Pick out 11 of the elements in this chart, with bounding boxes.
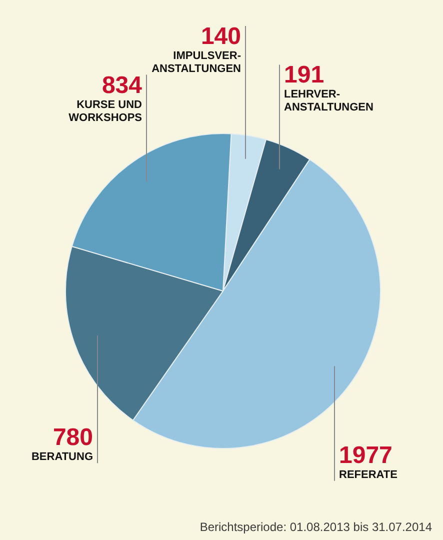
slice-label: KURSE UND WORKSHOPS (68, 98, 142, 124)
text: Berichtsperiode: 01.08.2013 bis 31.07.2014 (200, 520, 432, 534)
data-label: 1977 (339, 442, 392, 469)
slice-label: IMPULSVER-ANSTALTUNGEN (152, 50, 242, 76)
data-label: 780 (52, 424, 93, 452)
data-label: 191 (284, 62, 324, 89)
data-label: 834 (102, 72, 143, 99)
slice-label: LEHRVER-ANSTALTUNGEN (284, 88, 374, 114)
slice-label: REFERATE (339, 468, 398, 481)
data-label: 140 (200, 23, 241, 50)
slice-label: BERATUNG (31, 451, 93, 464)
